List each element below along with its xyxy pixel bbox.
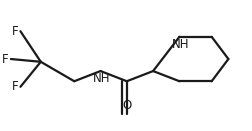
Text: F: F <box>12 25 18 38</box>
Text: NH: NH <box>93 72 110 85</box>
Text: NH: NH <box>171 38 188 51</box>
Text: F: F <box>12 80 18 93</box>
Text: O: O <box>122 99 131 112</box>
Text: F: F <box>2 53 9 66</box>
